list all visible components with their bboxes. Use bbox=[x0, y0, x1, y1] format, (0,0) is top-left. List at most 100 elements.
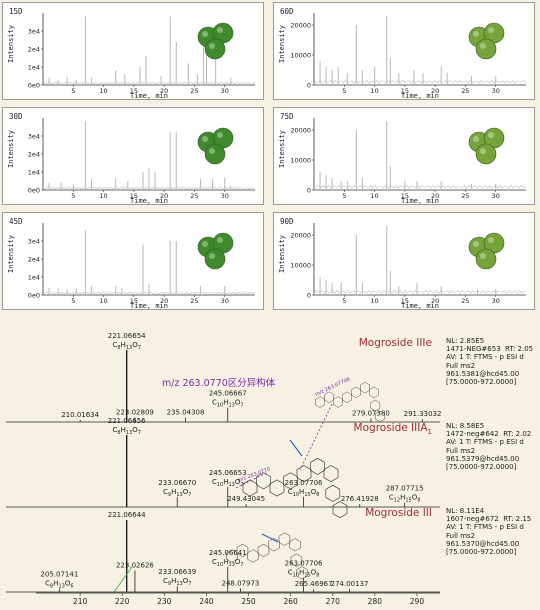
x-tick-label: 5 bbox=[71, 297, 75, 305]
peak-mz-label: 221.06654 bbox=[108, 332, 146, 340]
formula-element: C bbox=[212, 558, 217, 566]
formula-subscript: 15 bbox=[304, 492, 310, 498]
fruit-highlight bbox=[217, 132, 223, 138]
ring-shape bbox=[257, 543, 270, 557]
fruit-highlight bbox=[473, 31, 479, 37]
chromatogram-plot: 30D Intensity 0e0 1e4 2e4 3e4 5 10 15 20 25 30 Time,… bbox=[7, 112, 255, 205]
x-tick-label: 25 bbox=[461, 192, 469, 200]
precursor-info: 961.5381@hcd45.00 bbox=[446, 369, 520, 378]
peak-mz-label: 245.06641 bbox=[209, 549, 247, 557]
formula-element: C bbox=[163, 488, 168, 496]
y-tick-label: 0 bbox=[307, 82, 311, 90]
structure-mz-label: m/z 263.07706 bbox=[314, 376, 351, 397]
range-info: [75.0000-972.0000] bbox=[446, 548, 517, 557]
precursor-info: 961.5379@hcd45.00 bbox=[446, 454, 520, 463]
baseline-trace bbox=[313, 289, 526, 295]
formula-label: C10H13O7 bbox=[212, 558, 244, 568]
formula-subscript: 9 bbox=[168, 492, 171, 498]
y-tick-label: 10000 bbox=[290, 52, 311, 60]
compound-name: Mogroside IIIe bbox=[359, 337, 432, 349]
mz-tick-label: 210 bbox=[73, 597, 88, 606]
peak-mz-label: 274.00137 bbox=[331, 580, 369, 588]
formula-element: O bbox=[235, 399, 241, 407]
x-axis-label: Time, min bbox=[130, 302, 168, 310]
ring-shape bbox=[310, 457, 325, 475]
x-tick-label: 25 bbox=[190, 87, 198, 95]
x-tick-label: 25 bbox=[190, 192, 198, 200]
ring-shape bbox=[236, 543, 249, 557]
y-axis-label: Intensity bbox=[278, 130, 286, 168]
fruit-highlight bbox=[488, 27, 494, 33]
ring-shape bbox=[315, 396, 325, 408]
fruit-shape bbox=[475, 248, 497, 270]
formula-element: O bbox=[132, 426, 138, 434]
full-ms-info: Full ms2 bbox=[446, 446, 476, 455]
ring-shape bbox=[323, 465, 339, 483]
ring-shape bbox=[342, 391, 352, 403]
formula-element: O bbox=[235, 558, 241, 566]
x-tick-label: 15 bbox=[401, 87, 409, 95]
baseline-trace bbox=[313, 79, 526, 85]
av-info: AV: 1 T: FTMS - p ESI d bbox=[446, 523, 524, 532]
formula-element: O bbox=[412, 494, 418, 502]
x-tick-label: 5 bbox=[342, 192, 346, 200]
formula-subscript: 13 bbox=[58, 583, 64, 589]
y-tick-label: 1e4 bbox=[28, 169, 40, 177]
y-axis-label: Intensity bbox=[278, 25, 286, 63]
x-tick-label: 30 bbox=[492, 297, 500, 305]
y-tick-label: 20000 bbox=[290, 127, 311, 135]
mz-tick-label: 220 bbox=[115, 597, 130, 606]
formula-label: C8H13O6 bbox=[45, 579, 73, 589]
x-axis-label: Time, min bbox=[130, 197, 168, 205]
x-tick-label: 5 bbox=[71, 87, 75, 95]
peak-mz-label: 235.04308 bbox=[167, 409, 205, 417]
y-axis-label: Intensity bbox=[7, 25, 15, 63]
molecule-structure bbox=[226, 532, 308, 580]
ring-shape bbox=[283, 472, 298, 490]
formula-subscript: 13 bbox=[228, 403, 234, 409]
formula-subscript: 10 bbox=[217, 403, 223, 409]
x-tick-label: 10 bbox=[99, 297, 107, 305]
formula-element: H bbox=[171, 577, 176, 585]
panel-label: 30D bbox=[9, 112, 23, 121]
formula-element: C bbox=[288, 569, 293, 577]
formula-element: O bbox=[183, 577, 189, 585]
y-tick-label: 0e0 bbox=[28, 187, 40, 195]
ring-shape bbox=[226, 549, 238, 563]
formula-label: C12H15O8 bbox=[389, 494, 421, 504]
mass-spectra-area: 210.01634 221.06654 C8H13O7 223.02809 235.04… bbox=[0, 330, 540, 610]
y-tick-label: 3e4 bbox=[28, 133, 40, 141]
x-tick-label: 25 bbox=[461, 297, 469, 305]
nl-value: NL: 8.58E5 bbox=[446, 422, 485, 430]
ring-shape bbox=[332, 501, 348, 519]
panel-label: 75D bbox=[280, 112, 294, 121]
isomer-annotation: m/z 263.0770区分异构体 bbox=[162, 377, 276, 389]
formula-subscript: 7 bbox=[240, 403, 243, 409]
y-axis-label: Intensity bbox=[7, 130, 15, 168]
chromatogram-plot: 60D Intensity 0 10000 20000 5 10 15 20 25 30 Time, … bbox=[278, 7, 526, 100]
fruit-image bbox=[197, 127, 234, 165]
spectrum-1: 221.06656C8H13O7233.06670C9H13O7245.0665… bbox=[6, 417, 440, 508]
formula-element: H bbox=[299, 569, 304, 577]
peak-mz-label: 276.41928 bbox=[341, 495, 379, 503]
peak-mz-label: 223.02809 bbox=[116, 409, 154, 417]
chromatogram-panel-15d: 15D Intensity 0e0 1e4 2e4 3e4 5 10 15 20 25 30 Time,… bbox=[2, 2, 264, 100]
fruit-shape bbox=[475, 143, 497, 165]
x-tick-label: 10 bbox=[370, 192, 378, 200]
x-axis-label: Time, min bbox=[401, 92, 439, 100]
formula-element: C bbox=[163, 577, 168, 585]
nl-value: NL: 8.11E4 bbox=[446, 507, 485, 515]
formula-subscript: 7 bbox=[188, 581, 191, 587]
compound-name-subscript: 1 bbox=[428, 428, 432, 436]
ring-shape bbox=[369, 386, 379, 399]
scan-info: 1471-NEG#653 RT: 2.05 bbox=[446, 345, 534, 354]
peak-mz-label: 205.07141 bbox=[40, 570, 78, 578]
formula-element: O bbox=[183, 488, 189, 496]
compound-name: Mogroside IIIA1 bbox=[354, 422, 432, 436]
panel-label: 90D bbox=[280, 217, 294, 226]
x-tick-label: 30 bbox=[492, 87, 500, 95]
peak-mz-label: 279.07380 bbox=[352, 409, 390, 417]
ring-shape bbox=[351, 386, 361, 399]
